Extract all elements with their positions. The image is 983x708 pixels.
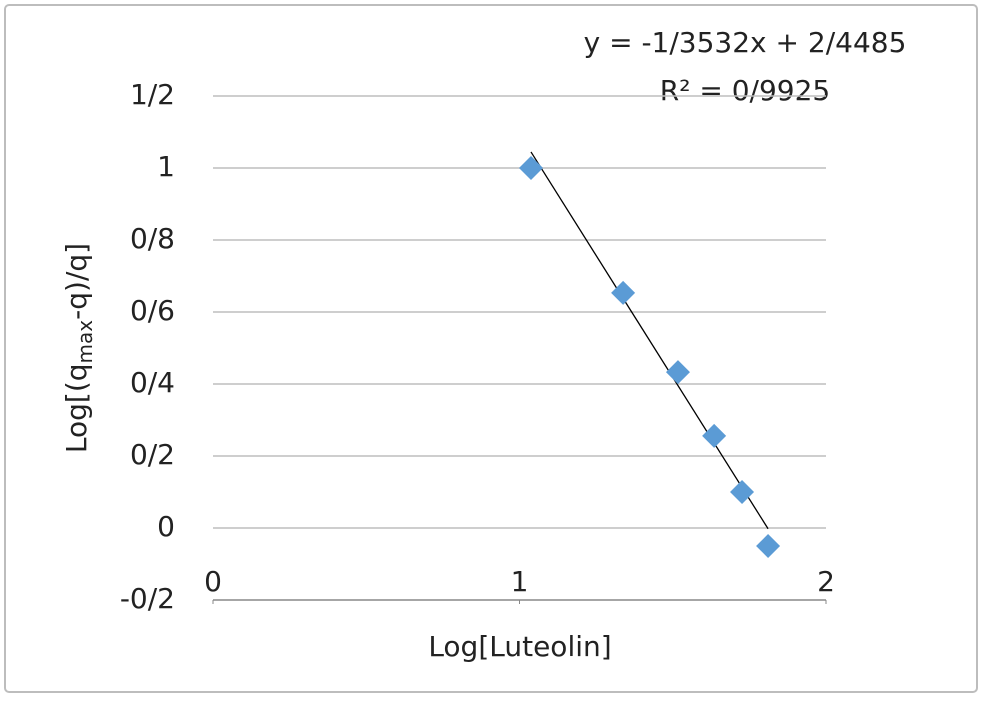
data-point bbox=[518, 156, 543, 180]
y-tick-label: 0 bbox=[157, 510, 175, 543]
y-tick-label: 0/4 bbox=[130, 366, 175, 399]
y-axis-label: Log[(qmax-q)/q] bbox=[60, 243, 97, 453]
r-squared: R² = 0/9925 bbox=[660, 74, 830, 107]
data-point bbox=[756, 534, 781, 558]
x-tick-label: 0 bbox=[204, 565, 222, 598]
x-axis-label: Log[Luteolin] bbox=[428, 630, 611, 663]
trendline-equation: y = -1/3532x + 2/4485 bbox=[584, 26, 907, 59]
y-tick-label: 0/2 bbox=[130, 438, 175, 471]
x-tick-label: 2 bbox=[817, 565, 835, 598]
x-tick-label: 1 bbox=[511, 565, 529, 598]
data-point bbox=[611, 280, 636, 305]
data-point bbox=[702, 423, 727, 448]
y-tick-label: -0/2 bbox=[120, 582, 175, 615]
data-point bbox=[665, 360, 690, 385]
y-tick-label: 1 bbox=[157, 150, 175, 183]
data-point bbox=[730, 480, 755, 504]
y-tick-label: 0/8 bbox=[130, 222, 175, 255]
y-label-part: -q)/q] bbox=[60, 243, 93, 320]
chart-border bbox=[4, 4, 978, 693]
y-label-sub: max bbox=[73, 320, 97, 364]
y-tick-label: 0/6 bbox=[130, 294, 175, 327]
trendline bbox=[530, 151, 769, 530]
y-label-part: Log[(q bbox=[60, 363, 93, 453]
y-tick-label: 1/2 bbox=[130, 78, 175, 111]
